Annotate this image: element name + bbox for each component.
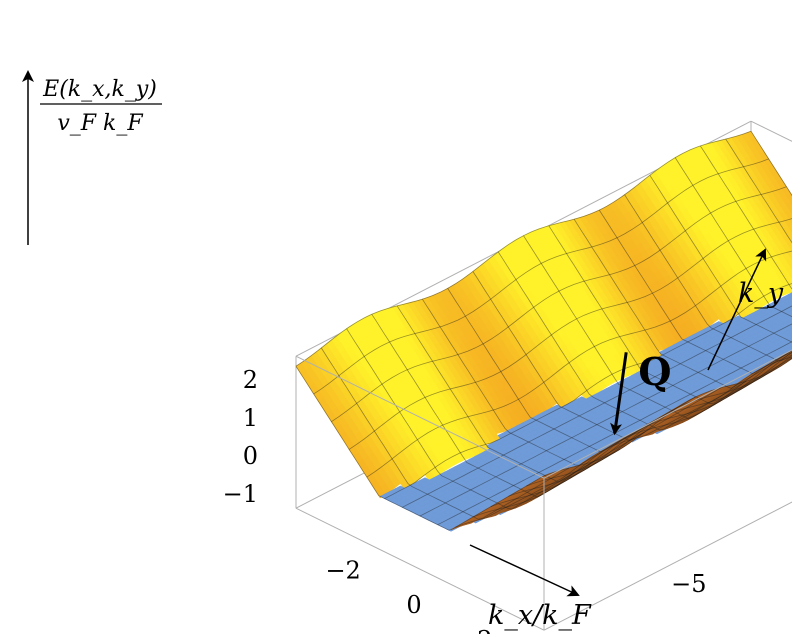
surfaces — [295, 130, 792, 532]
surface-patch — [788, 323, 792, 328]
box-edge — [543, 501, 792, 631]
